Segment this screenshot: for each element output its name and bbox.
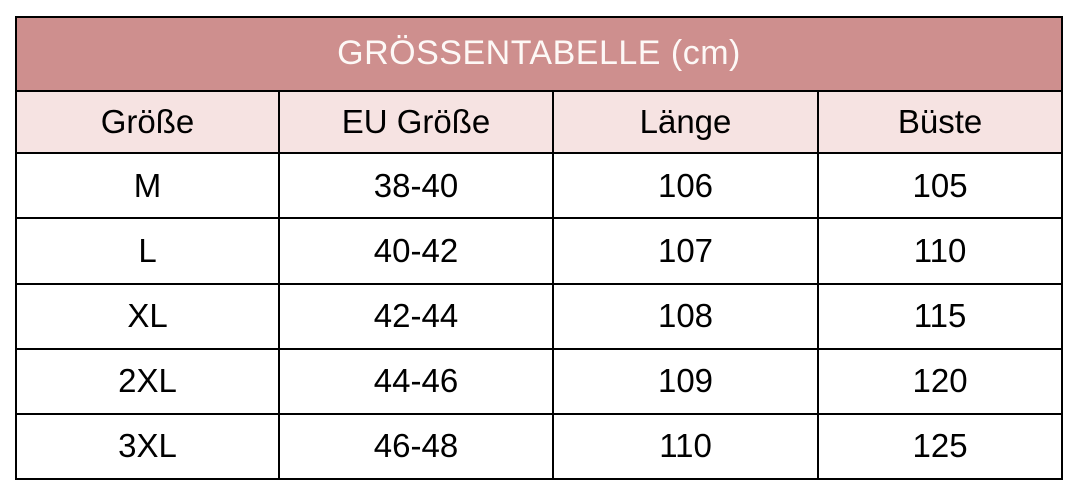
cell-length: 106 <box>552 152 819 220</box>
cell-length: 107 <box>552 217 819 285</box>
cell-length: 109 <box>552 347 819 415</box>
table-header-row: Größe EU Größe Länge Büste <box>15 90 1064 155</box>
column-header-size: Größe <box>15 90 280 155</box>
cell-eu-size: 46-48 <box>278 412 554 481</box>
table-row-m: M 38-40 106 105 <box>15 152 1064 220</box>
table-row-l: L 40-42 107 110 <box>15 217 1064 285</box>
cell-size: L <box>15 217 280 285</box>
column-header-length: Länge <box>552 90 819 155</box>
cell-length: 110 <box>552 412 819 481</box>
cell-bust: 105 <box>816 152 1064 220</box>
cell-bust: 120 <box>816 347 1064 415</box>
size-table: GRÖSSENTABELLE (cm) Größe EU Größe Länge… <box>14 15 1064 481</box>
cell-bust: 115 <box>816 282 1064 350</box>
cell-size: 2XL <box>15 347 280 415</box>
cell-eu-size: 44-46 <box>278 347 554 415</box>
table-row-xl: XL 42-44 108 115 <box>15 282 1064 350</box>
cell-eu-size: 38-40 <box>278 152 554 220</box>
cell-bust: 110 <box>816 217 1064 285</box>
cell-size: 3XL <box>15 412 280 481</box>
table-row-2xl: 2XL 44-46 109 120 <box>15 347 1064 415</box>
cell-eu-size: 40-42 <box>278 217 554 285</box>
table-title: GRÖSSENTABELLE (cm) <box>14 15 1064 93</box>
cell-eu-size: 42-44 <box>278 282 554 350</box>
table-row-3xl: 3XL 46-48 110 125 <box>15 412 1064 481</box>
column-header-bust: Büste <box>816 90 1064 155</box>
column-header-eu-size: EU Größe <box>278 90 554 155</box>
cell-bust: 125 <box>816 412 1064 481</box>
table-title-row: GRÖSSENTABELLE (cm) <box>14 15 1064 93</box>
cell-size: M <box>15 152 280 220</box>
cell-size: XL <box>15 282 280 350</box>
cell-length: 108 <box>552 282 819 350</box>
